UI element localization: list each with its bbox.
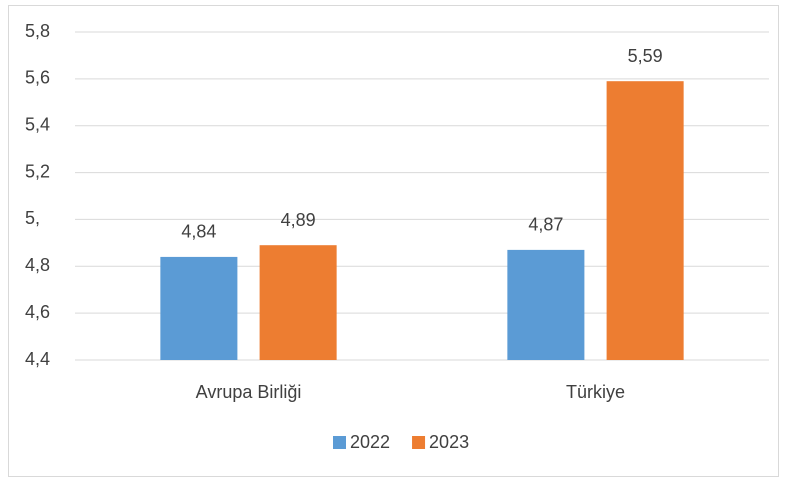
bar: [606, 81, 684, 360]
legend-swatch: [412, 436, 426, 449]
x-tick-label: Türkiye: [566, 382, 625, 402]
data-label: 4,87: [528, 215, 563, 235]
data-label: 4,89: [281, 210, 316, 230]
y-tick-label: 5,: [25, 208, 40, 228]
y-tick-label: 5,6: [25, 68, 50, 88]
data-label: 5,59: [628, 46, 663, 66]
y-tick-label: 4,6: [25, 302, 50, 322]
data-label: 4,84: [181, 222, 216, 242]
y-tick-label: 4,4: [25, 349, 50, 369]
bar: [259, 245, 337, 360]
y-tick-label: 5,2: [25, 161, 50, 181]
x-tick-label: Avrupa Birliği: [196, 382, 302, 402]
legend-swatch: [333, 436, 346, 449]
legend-label: 2022: [350, 432, 390, 452]
y-tick-label: 5,4: [25, 114, 50, 134]
legend-label: 2023: [429, 432, 469, 452]
y-tick-label: 4,8: [25, 255, 50, 275]
bar: [507, 249, 585, 360]
y-tick-label: 5,8: [25, 21, 50, 41]
bar: [160, 256, 238, 360]
